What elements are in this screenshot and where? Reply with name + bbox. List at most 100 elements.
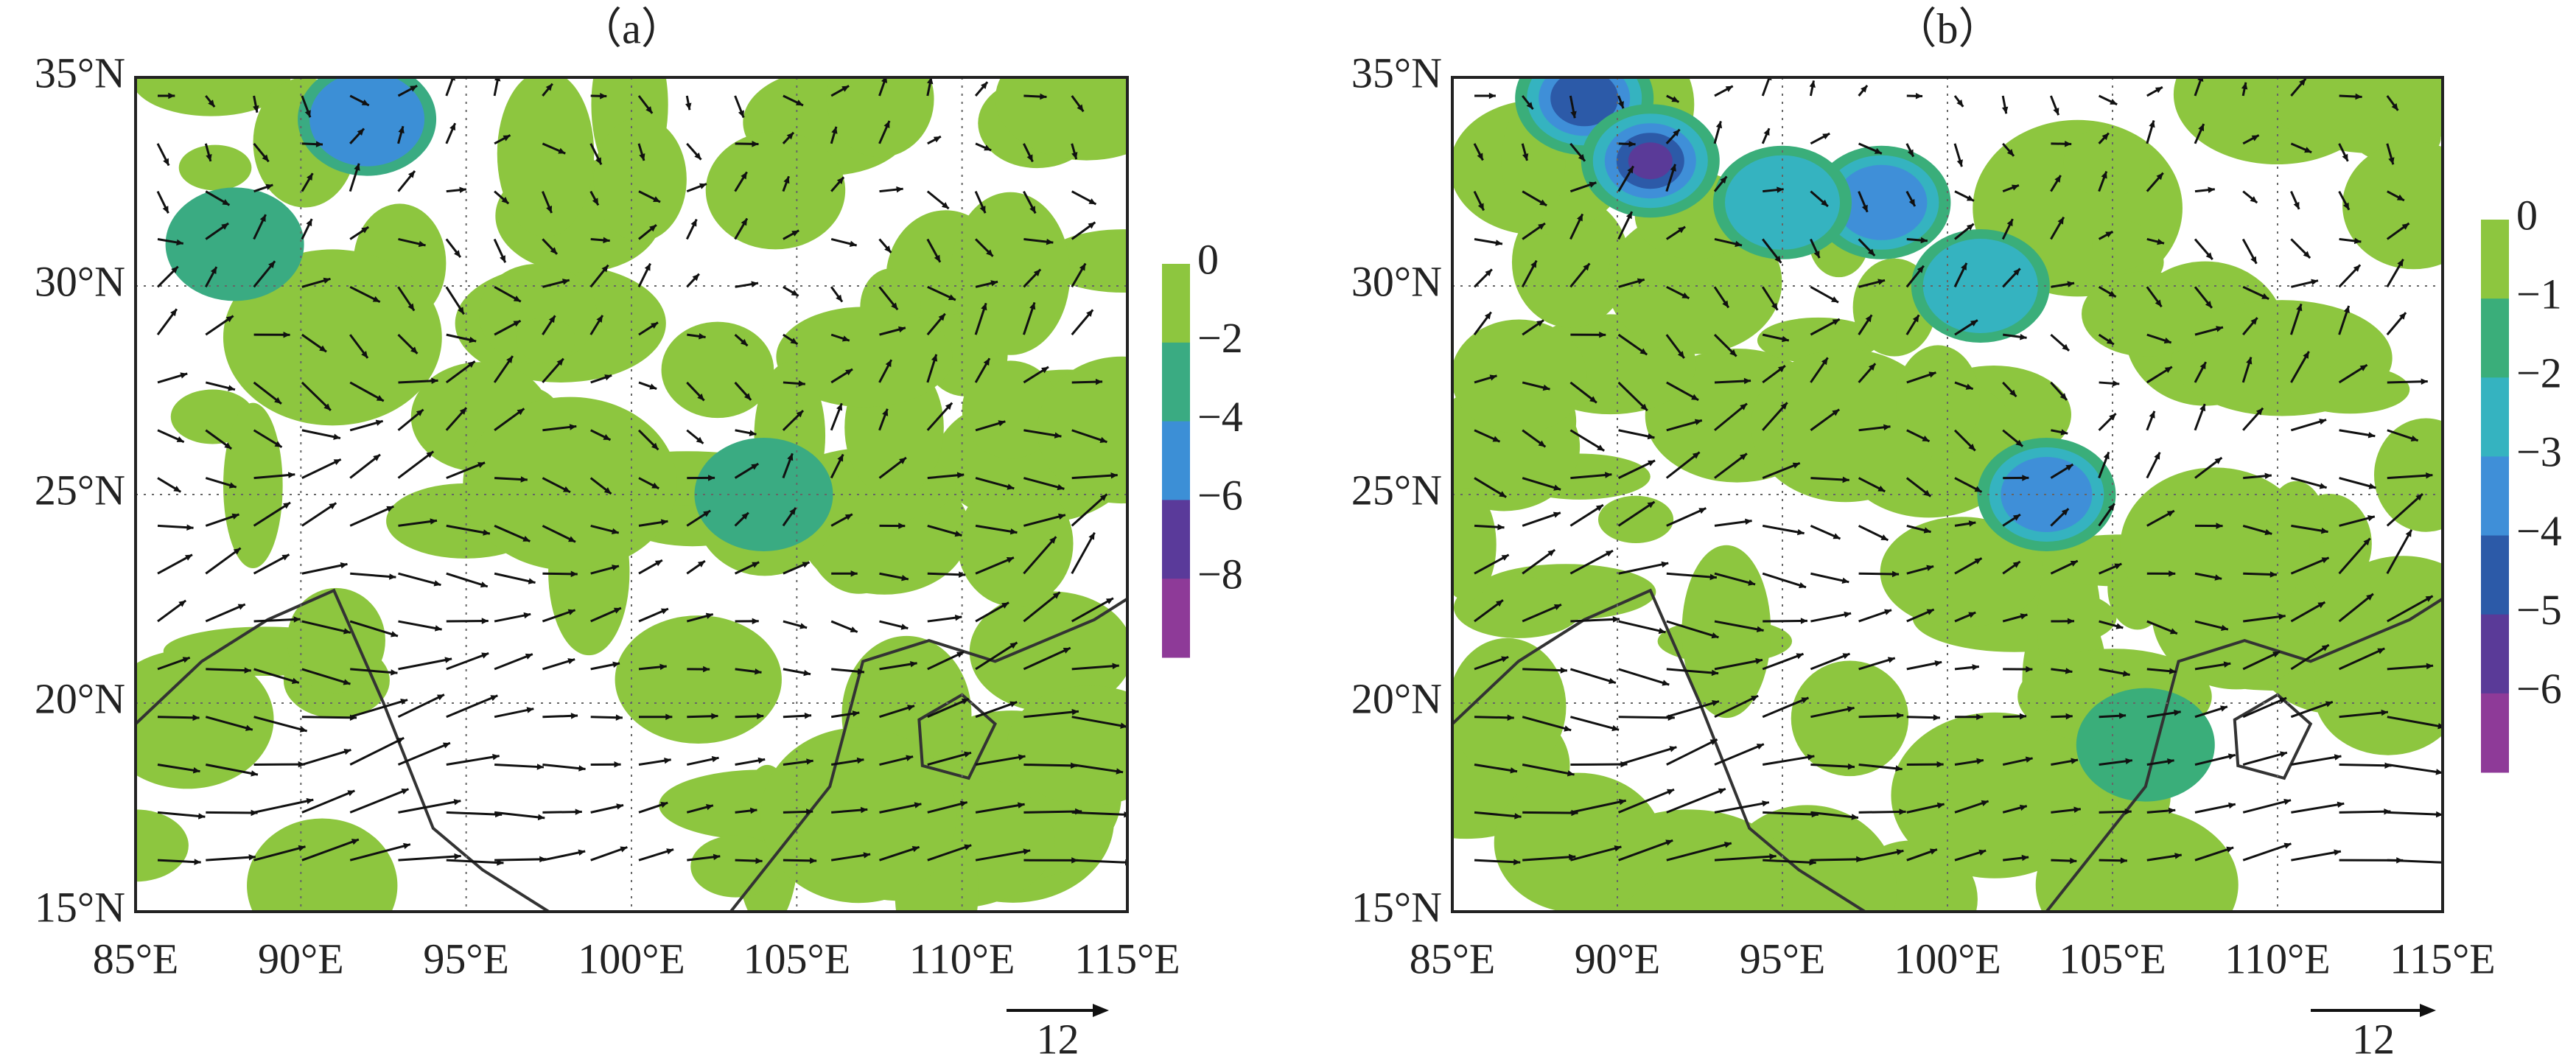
arrow-head	[1496, 600, 1503, 607]
arrow-head	[162, 206, 169, 214]
arrow-head	[2293, 201, 2300, 209]
arrow-head	[850, 570, 858, 577]
arrow-head	[1605, 551, 1613, 557]
arrow-head	[444, 657, 452, 663]
wind-vector	[1522, 855, 1576, 862]
arrow-head	[1105, 598, 1113, 604]
wind-vector	[157, 764, 200, 773]
arrow-head	[783, 176, 790, 184]
arrow-head	[2299, 78, 2306, 86]
arrow-head	[1589, 181, 1597, 188]
arrow-head	[1041, 366, 1049, 374]
arrow-head	[2169, 628, 2177, 635]
arrow-head	[1538, 223, 1545, 230]
wind-vector	[253, 716, 308, 733]
x-tick-label: 100°E	[1894, 935, 2001, 982]
wind-vector	[1666, 668, 1719, 675]
arrow-head	[2154, 452, 2160, 460]
arrow-head	[361, 226, 369, 234]
wind-vector	[2387, 716, 2443, 728]
arrow-head	[1599, 332, 1606, 338]
arrow-head	[1112, 663, 1119, 670]
arrow-head	[1926, 609, 1934, 615]
arrow-head	[926, 77, 934, 85]
x-tick-label: 110°E	[909, 935, 1015, 982]
arrow-head	[1831, 296, 1838, 303]
y-tick-label: 25°N	[35, 466, 125, 514]
arrow-head	[1658, 627, 1666, 635]
arrow-head	[2020, 333, 2027, 340]
arrow-head	[1088, 532, 1095, 540]
arrow-head	[979, 206, 986, 214]
wind-vector	[1714, 658, 1763, 671]
arrow-head	[2122, 670, 2130, 677]
arrow-head	[2405, 529, 2412, 537]
arrow-head	[2216, 326, 2223, 332]
arrow-head	[2426, 663, 2434, 670]
arrow-head	[283, 332, 290, 338]
wind-vector	[975, 524, 1018, 534]
wind-vector	[1858, 849, 1904, 862]
arrow-head	[298, 761, 305, 768]
colorbar-label: −2	[2516, 349, 2562, 397]
arrow-head	[2067, 281, 2075, 287]
arrow-head	[1751, 696, 1759, 702]
arrow-head	[2054, 175, 2061, 183]
arrow-head	[896, 186, 903, 193]
arrow-head	[361, 99, 369, 105]
arrow-head	[1605, 472, 1612, 478]
colorbar-label: 0	[1197, 235, 1219, 283]
coastline	[136, 588, 1127, 912]
shade-patch	[1891, 712, 2099, 878]
arrow-head	[2062, 343, 2070, 351]
arrow-head	[836, 177, 844, 185]
arrow-head	[1488, 92, 1496, 99]
wind-vector	[397, 694, 445, 719]
arrow-head	[836, 294, 843, 302]
wind-vector	[206, 811, 258, 814]
arrow-head	[1780, 402, 1788, 410]
wind-vector	[1666, 572, 1717, 579]
arrow-head	[2208, 186, 2215, 193]
arrow-head	[1740, 403, 1747, 411]
arrow-head	[2166, 511, 2174, 517]
panel-title: （b）	[1894, 4, 2001, 52]
arrow-head	[956, 472, 965, 479]
arrow-head	[603, 237, 610, 244]
arrow-head	[186, 524, 194, 531]
arrow-head	[2155, 87, 2163, 94]
wind-vector	[1570, 845, 1622, 862]
shade-patch	[2120, 467, 2310, 626]
arrow-head	[2388, 157, 2395, 165]
arrow-head	[391, 669, 398, 676]
wind-vector	[301, 748, 351, 766]
arrow-head	[376, 395, 384, 402]
wind-vector	[1714, 855, 1777, 862]
arrow-head	[1648, 460, 1656, 467]
wind-vector	[1071, 859, 1127, 864]
arrow-head	[1978, 849, 1987, 856]
wind-vector	[927, 801, 968, 814]
arrow-head	[2397, 259, 2404, 267]
x-tick-label: 90°E	[1575, 935, 1661, 982]
reference-arrow-head	[1093, 1004, 1109, 1017]
colorbar-segment	[1162, 264, 1190, 343]
arrow-head	[2025, 756, 2033, 763]
wind-vector	[1570, 618, 1620, 623]
wind-vector	[975, 641, 1018, 671]
arrow-head	[2163, 338, 2171, 344]
wind-vector	[494, 811, 545, 820]
arrow-head	[2149, 120, 2155, 128]
arrow-head	[2321, 557, 2329, 564]
shade-patch	[2063, 127, 2150, 198]
shade-patch	[615, 615, 782, 744]
arrow-head	[291, 677, 299, 684]
wind-vector	[205, 547, 242, 575]
shade-patch	[178, 144, 252, 191]
x-tick-label: 115°E	[1074, 935, 1180, 982]
arrow-head	[389, 573, 396, 580]
arrow-head	[2435, 811, 2443, 818]
arrow-head	[1120, 722, 1127, 729]
wind-vector	[2290, 556, 2330, 575]
arrow-head	[2353, 265, 2361, 272]
